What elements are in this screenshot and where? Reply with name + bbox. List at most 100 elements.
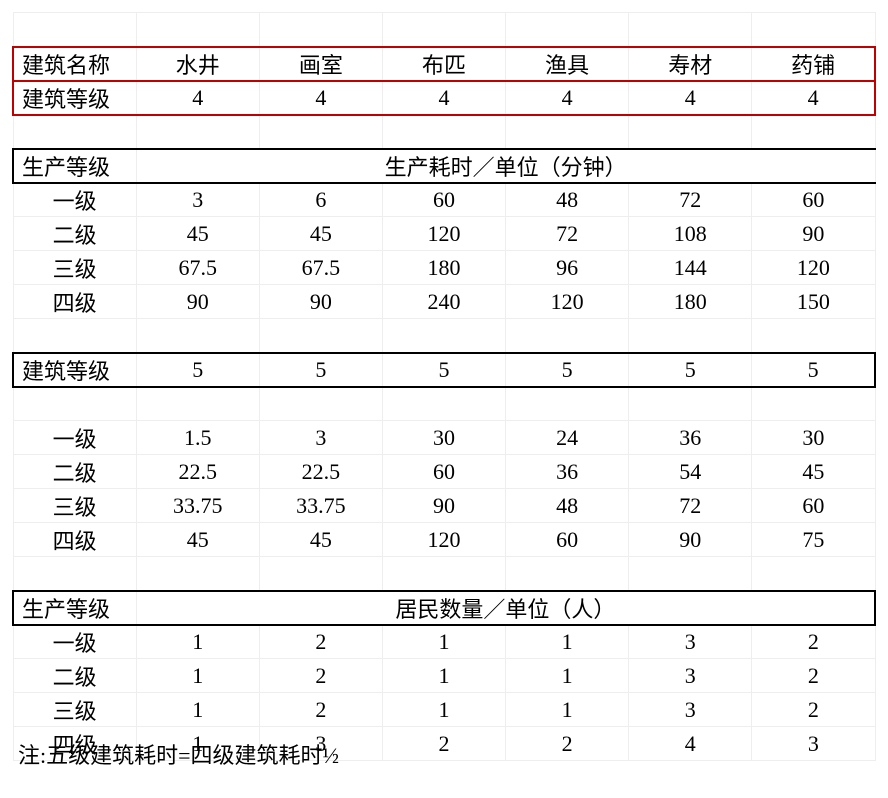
cell: 48: [506, 489, 629, 523]
row-label: 三级: [13, 489, 136, 523]
cell: 45: [259, 523, 382, 557]
level-value: 5: [506, 353, 629, 387]
building-level-row: 建筑等级 5 5 5 5 5 5: [13, 353, 875, 387]
cell: 22.5: [259, 455, 382, 489]
cell: 240: [382, 285, 505, 319]
cell: 2: [382, 727, 505, 761]
cell: 2: [752, 693, 875, 727]
cell: 60: [752, 489, 875, 523]
level-value: 4: [382, 81, 505, 115]
table-row: 一级 1.5 3 30 24 36 30: [13, 421, 875, 455]
cell: 60: [506, 523, 629, 557]
cell: 144: [629, 251, 752, 285]
cell: 60: [752, 183, 875, 217]
row-label: 一级: [13, 421, 136, 455]
cell: 36: [629, 421, 752, 455]
cell: 120: [382, 217, 505, 251]
cell: 3: [136, 183, 259, 217]
table-row: 三级 33.75 33.75 90 48 72 60: [13, 489, 875, 523]
table-row: 一级 1 2 1 1 3 2: [13, 625, 875, 659]
row-label: 四级: [13, 285, 136, 319]
blank-row: [13, 387, 875, 421]
building-name: 水井: [136, 47, 259, 81]
table-row: 三级 67.5 67.5 180 96 144 120: [13, 251, 875, 285]
table-row: 二级 45 45 120 72 108 90: [13, 217, 875, 251]
cell: 3: [752, 727, 875, 761]
level-value: 5: [382, 353, 505, 387]
cell: 1: [382, 693, 505, 727]
level-label: 建筑等级: [13, 81, 136, 115]
table-row: 三级 1 2 1 1 3 2: [13, 693, 875, 727]
cell: 3: [629, 625, 752, 659]
cell: 1: [382, 625, 505, 659]
blank-row: [13, 13, 875, 47]
cell: 33.75: [136, 489, 259, 523]
level-value: 5: [259, 353, 382, 387]
prod-level-label: 生产等级: [13, 149, 136, 183]
cell: 45: [259, 217, 382, 251]
cell: 24: [506, 421, 629, 455]
cell: 67.5: [259, 251, 382, 285]
cell: 1: [506, 625, 629, 659]
building-level-row: 建筑等级 4 4 4 4 4 4: [13, 81, 875, 115]
cell: 30: [752, 421, 875, 455]
cell: 1: [506, 693, 629, 727]
level-value: 5: [629, 353, 752, 387]
prod-caption: 生产耗时／单位（分钟）: [136, 149, 875, 183]
cell: 75: [752, 523, 875, 557]
cell: 36: [506, 455, 629, 489]
level-value: 4: [629, 81, 752, 115]
building-name: 画室: [259, 47, 382, 81]
table-row: 四级 45 45 120 60 90 75: [13, 523, 875, 557]
cell: 1: [136, 659, 259, 693]
row-label: 二级: [13, 217, 136, 251]
row-label: 二级: [13, 659, 136, 693]
cell: 45: [136, 217, 259, 251]
level-value: 5: [752, 353, 875, 387]
building-name: 寿材: [629, 47, 752, 81]
cell: 2: [259, 659, 382, 693]
cell: 90: [136, 285, 259, 319]
cell: 90: [382, 489, 505, 523]
cell: 72: [506, 217, 629, 251]
cell: 2: [259, 693, 382, 727]
row-label: 四级: [13, 523, 136, 557]
row-label: 三级: [13, 251, 136, 285]
cell: 33.75: [259, 489, 382, 523]
cell: 30: [382, 421, 505, 455]
cell: 48: [506, 183, 629, 217]
level-label: 建筑等级: [13, 353, 136, 387]
table-row: 四级 90 90 240 120 180 150: [13, 285, 875, 319]
cell: 108: [629, 217, 752, 251]
spreadsheet: 建筑名称 水井 画室 布匹 渔具 寿材 药铺 建筑等级 4 4 4 4 4 4 …: [12, 12, 876, 761]
row-label: 一级: [13, 183, 136, 217]
cell: 22.5: [136, 455, 259, 489]
level-value: 4: [259, 81, 382, 115]
blank-row: [13, 319, 875, 353]
cell: 120: [752, 251, 875, 285]
cell: 3: [629, 693, 752, 727]
building-name: 布匹: [382, 47, 505, 81]
cell: 1: [506, 659, 629, 693]
cell: 1: [136, 625, 259, 659]
cell: 72: [629, 489, 752, 523]
cell: 90: [259, 285, 382, 319]
row-label: 三级: [13, 693, 136, 727]
cell: 1: [136, 693, 259, 727]
cell: 90: [752, 217, 875, 251]
cell: 72: [629, 183, 752, 217]
cell: 6: [259, 183, 382, 217]
row-label: 一级: [13, 625, 136, 659]
cell: 2: [752, 659, 875, 693]
level-value: 4: [752, 81, 875, 115]
cell: 96: [506, 251, 629, 285]
blank-row: [13, 115, 875, 149]
header-label: 建筑名称: [13, 47, 136, 81]
cell: 1.5: [136, 421, 259, 455]
footnote: 注:五级建筑耗时=四级建筑耗时½: [18, 738, 339, 770]
table-row: 一级 3 6 60 48 72 60: [13, 183, 875, 217]
cell: 54: [629, 455, 752, 489]
cell: 4: [629, 727, 752, 761]
cell: 2: [506, 727, 629, 761]
cell: 2: [259, 625, 382, 659]
